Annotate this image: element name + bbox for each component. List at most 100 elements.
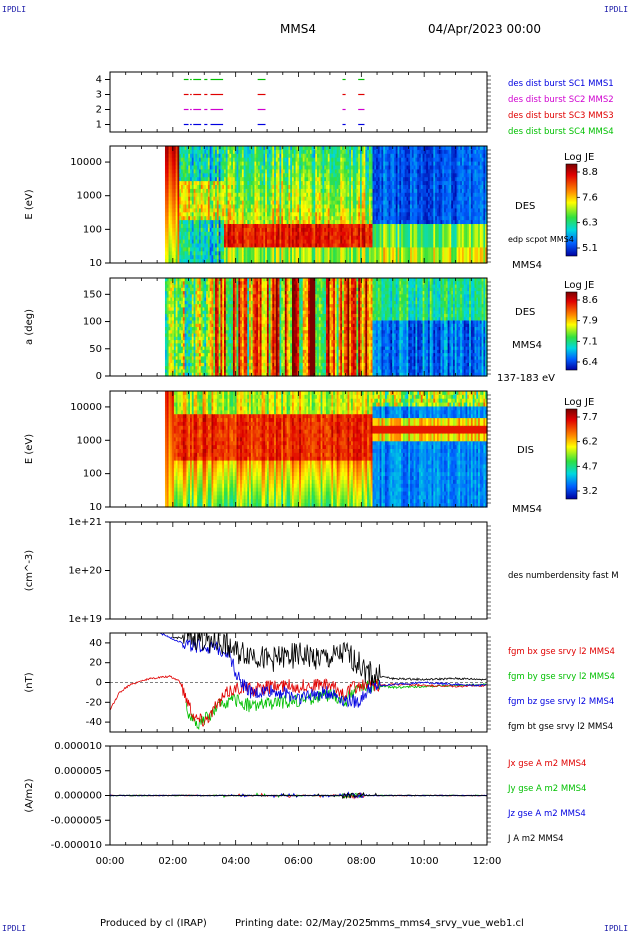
des-energy-cell — [191, 181, 195, 186]
des-energy-cell — [179, 161, 182, 167]
des-energy-cell — [197, 227, 200, 233]
des-energy-cell — [172, 231, 175, 237]
des-energy-cell — [204, 247, 207, 252]
des-energy-cell — [188, 157, 191, 163]
des-energy-cell — [202, 204, 205, 209]
des-energy-cell — [193, 177, 196, 182]
des-energy-cell — [215, 227, 218, 233]
des-energy-cell — [164, 173, 168, 178]
des-energy-cell — [168, 239, 171, 245]
des-energy-cell — [195, 169, 198, 174]
des-energy-cell — [188, 216, 191, 221]
des-energy-cell — [188, 185, 191, 190]
des-energy-cell — [204, 181, 207, 186]
des-energy-cell — [200, 153, 204, 159]
date-title: 04/Apr/2023 00:00 — [428, 22, 542, 36]
des-energy-cell — [172, 255, 175, 260]
des-energy-cell — [207, 231, 211, 237]
des-energy-cell — [206, 200, 209, 206]
des-energy-cell — [175, 161, 179, 167]
burst-panel-y-tick-label: 3 — [96, 90, 102, 101]
des-energy-cell — [166, 227, 170, 233]
des-energy-cell — [191, 204, 195, 209]
des-energy-cell — [184, 235, 188, 241]
des-energy-cell — [193, 204, 196, 209]
des-energy-cell — [209, 224, 213, 229]
des-energy-cell — [172, 153, 175, 159]
des-energy-cell — [175, 188, 179, 194]
des-energy-cell — [188, 212, 191, 217]
des-energy-cell — [173, 208, 177, 213]
des-energy-cell — [209, 243, 213, 248]
des-energy-cell — [168, 220, 171, 225]
des-energy-cell — [206, 239, 209, 245]
des-energy-cell — [206, 220, 209, 225]
des-energy-cell — [215, 192, 218, 198]
des-energy-cell — [195, 149, 198, 155]
des-energy-cell — [168, 235, 171, 241]
des-energy-cell — [166, 255, 170, 260]
des-energy-cell — [164, 227, 168, 233]
des-energy-cell — [175, 185, 179, 190]
des-energy-cell — [215, 212, 218, 217]
des-energy-cell — [206, 216, 209, 221]
des-energy-cell — [195, 212, 198, 217]
des-energy-cell — [198, 153, 202, 159]
des-energy-cell — [182, 239, 186, 245]
des-energy-cell — [186, 251, 189, 256]
des-energy-cell — [190, 224, 193, 229]
des-energy-cell — [164, 188, 168, 194]
des-energy-cell — [182, 235, 186, 241]
des-energy-cell — [173, 224, 177, 229]
des-energy-cell — [211, 165, 214, 170]
des-energy-cell — [213, 212, 216, 217]
des-energy-cell — [193, 231, 196, 237]
des-energy-cell — [211, 161, 214, 167]
des-energy-cell — [164, 239, 168, 245]
des-energy-cell — [198, 196, 202, 202]
des-energy-cell — [179, 165, 182, 170]
des-energy-cell — [166, 169, 170, 174]
des-energy-cell — [202, 212, 205, 217]
des-energy-cell — [204, 149, 207, 155]
des-energy-cell — [175, 157, 179, 163]
des-energy-cell — [193, 235, 196, 241]
des-energy-cell — [207, 255, 211, 260]
des-energy-cell — [186, 185, 189, 190]
des-energy-cell — [177, 181, 180, 186]
des-energy-cell — [177, 161, 180, 167]
des-energy-cell — [184, 169, 188, 174]
des-energy-cell — [186, 196, 189, 202]
des-energy-cell — [206, 153, 209, 159]
des-energy-cell — [202, 161, 205, 167]
des-energy-cell — [177, 224, 180, 229]
des-energy-cells — [164, 146, 488, 264]
des-energy-cell — [193, 259, 196, 264]
des-energy-cell — [179, 227, 182, 233]
des-energy-cell — [216, 165, 220, 170]
des-energy-cell — [198, 188, 202, 194]
des-energy-cell — [207, 200, 211, 206]
des-energy-cell — [181, 216, 184, 221]
des-energy-cell — [207, 243, 211, 248]
des-energy-cell — [191, 227, 195, 233]
des-energy-cell — [191, 200, 195, 206]
des-energy-cell — [170, 208, 173, 213]
des-energy-cell — [198, 146, 202, 151]
des-energy-cell — [213, 239, 216, 245]
des-energy-cell — [202, 255, 205, 260]
des-energy-cell — [170, 224, 173, 229]
des-energy-cell — [197, 243, 200, 248]
des-energy-cell — [181, 259, 184, 264]
des-energy-cell — [186, 239, 189, 245]
des-energy-cell — [209, 146, 213, 151]
des-energy-cell — [166, 247, 170, 252]
des-energy-cell — [202, 196, 205, 202]
des-energy-cell — [179, 149, 182, 155]
des-energy-cell — [200, 227, 204, 233]
des-energy-cell — [170, 220, 173, 225]
des-energy-cell — [206, 251, 209, 256]
des-energy-cell — [190, 149, 193, 155]
des-energy-cell — [179, 173, 182, 178]
des-energy-cell — [193, 161, 196, 167]
